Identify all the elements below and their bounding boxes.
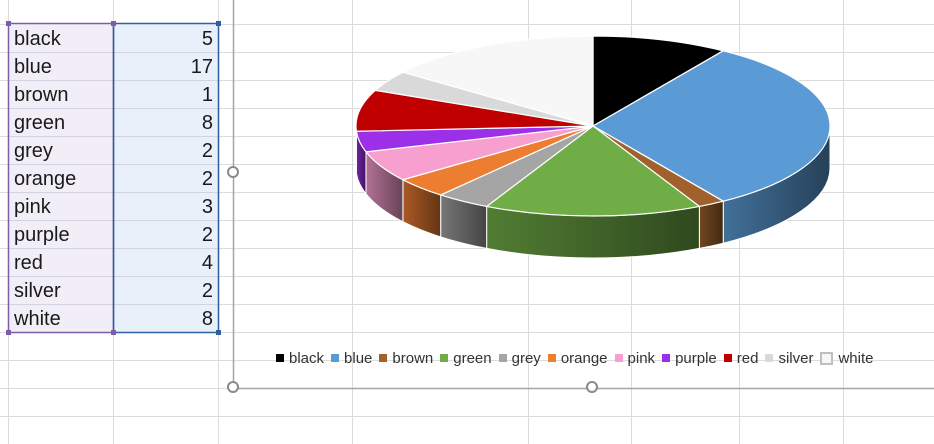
legend-label-white: white [838, 349, 874, 367]
legend-label-red: red [736, 349, 759, 367]
legend-swatch-green [440, 354, 449, 362]
legend-item-purple[interactable]: purple [662, 350, 717, 367]
cell-value-purple[interactable]: 2 [201, 224, 213, 246]
legend-label-purple: purple [675, 349, 717, 367]
legend-swatch-brown [379, 354, 388, 362]
legend-label-black: black [289, 349, 325, 367]
legend-item-pink[interactable]: pink [614, 349, 656, 367]
legend-label-green: green [453, 349, 492, 367]
cell-value-white[interactable]: 8 [201, 308, 213, 330]
cell-value-silver[interactable]: 2 [201, 280, 213, 302]
pie-top-faces [355, 35, 831, 217]
chart-resize-handle-bottom-left[interactable] [227, 381, 239, 393]
legend-swatch-grey [498, 354, 507, 362]
legend-swatch-orange [547, 354, 556, 362]
pie-chart-canvas [355, 35, 831, 259]
pie-slice-green[interactable] [485, 125, 701, 217]
cell-label-white[interactable]: white [14, 308, 61, 330]
pie-slice-black[interactable] [592, 35, 725, 128]
cell-value-pink[interactable]: 3 [201, 196, 213, 218]
legend-swatch-purple [662, 354, 671, 362]
cell-value-brown[interactable]: 1 [201, 84, 213, 106]
legend-item-brown[interactable]: brown [379, 350, 433, 367]
cell-label-green[interactable]: green [14, 112, 66, 134]
cell-value-black[interactable]: 5 [201, 28, 213, 50]
legend-item-silver[interactable]: silver [765, 350, 813, 367]
cell-label-orange[interactable]: orange [14, 168, 77, 190]
cell-label-purple[interactable]: purple [14, 224, 70, 246]
legend-label-blue: blue [344, 349, 373, 367]
legend-item-blue[interactable]: blue [331, 350, 372, 367]
legend-item-white[interactable]: white [820, 349, 874, 367]
cell-value-grey[interactable]: 2 [201, 140, 213, 162]
legend-swatch-pink [614, 354, 623, 362]
chart-resize-handle-left[interactable] [227, 166, 239, 178]
legend-item-black[interactable]: black [276, 350, 324, 367]
pie-side-brown [698, 200, 724, 250]
cell-label-silver[interactable]: silver [14, 280, 61, 302]
legend-swatch-silver [765, 354, 774, 362]
cell-label-red[interactable]: red [14, 252, 43, 274]
cell-label-grey[interactable]: grey [14, 140, 53, 162]
pie-slice-red[interactable] [355, 89, 594, 132]
chart-legend: black blue brown green grey orange pink purple r… [276, 347, 881, 369]
legend-item-red[interactable]: red [723, 349, 759, 367]
pie-chart[interactable] [233, 0, 934, 388]
pie-slice-blue[interactable] [591, 50, 831, 202]
cell-value-orange[interactable]: 2 [201, 168, 213, 190]
legend-swatch-black [276, 354, 284, 362]
cell-label-black[interactable]: black [14, 28, 61, 50]
legend-label-orange: orange [560, 349, 608, 367]
legend-label-brown: brown [392, 349, 434, 367]
legend-label-silver: silver [778, 349, 814, 367]
legend-swatch-blue [331, 354, 340, 362]
cell-value-green[interactable]: 8 [201, 112, 213, 134]
legend-item-green[interactable]: green [440, 349, 492, 367]
pie-slice-white[interactable] [401, 35, 594, 127]
cell-label-blue[interactable]: blue [14, 56, 52, 78]
cell-label-brown[interactable]: brown [14, 84, 69, 106]
pie-side-walls [355, 125, 831, 259]
legend-item-grey[interactable]: grey [498, 349, 541, 367]
legend-label-grey: grey [511, 349, 541, 367]
legend-swatch-white [820, 351, 834, 365]
cell-label-pink[interactable]: pink [14, 196, 51, 218]
legend-label-pink: pink [627, 349, 656, 367]
legend-item-orange[interactable]: orange [547, 349, 608, 367]
legend-swatch-red [723, 354, 732, 362]
chart-resize-handle-bottom[interactable] [586, 381, 598, 393]
cell-value-blue[interactable]: 17 [190, 56, 213, 78]
cell-value-red[interactable]: 4 [201, 252, 213, 274]
